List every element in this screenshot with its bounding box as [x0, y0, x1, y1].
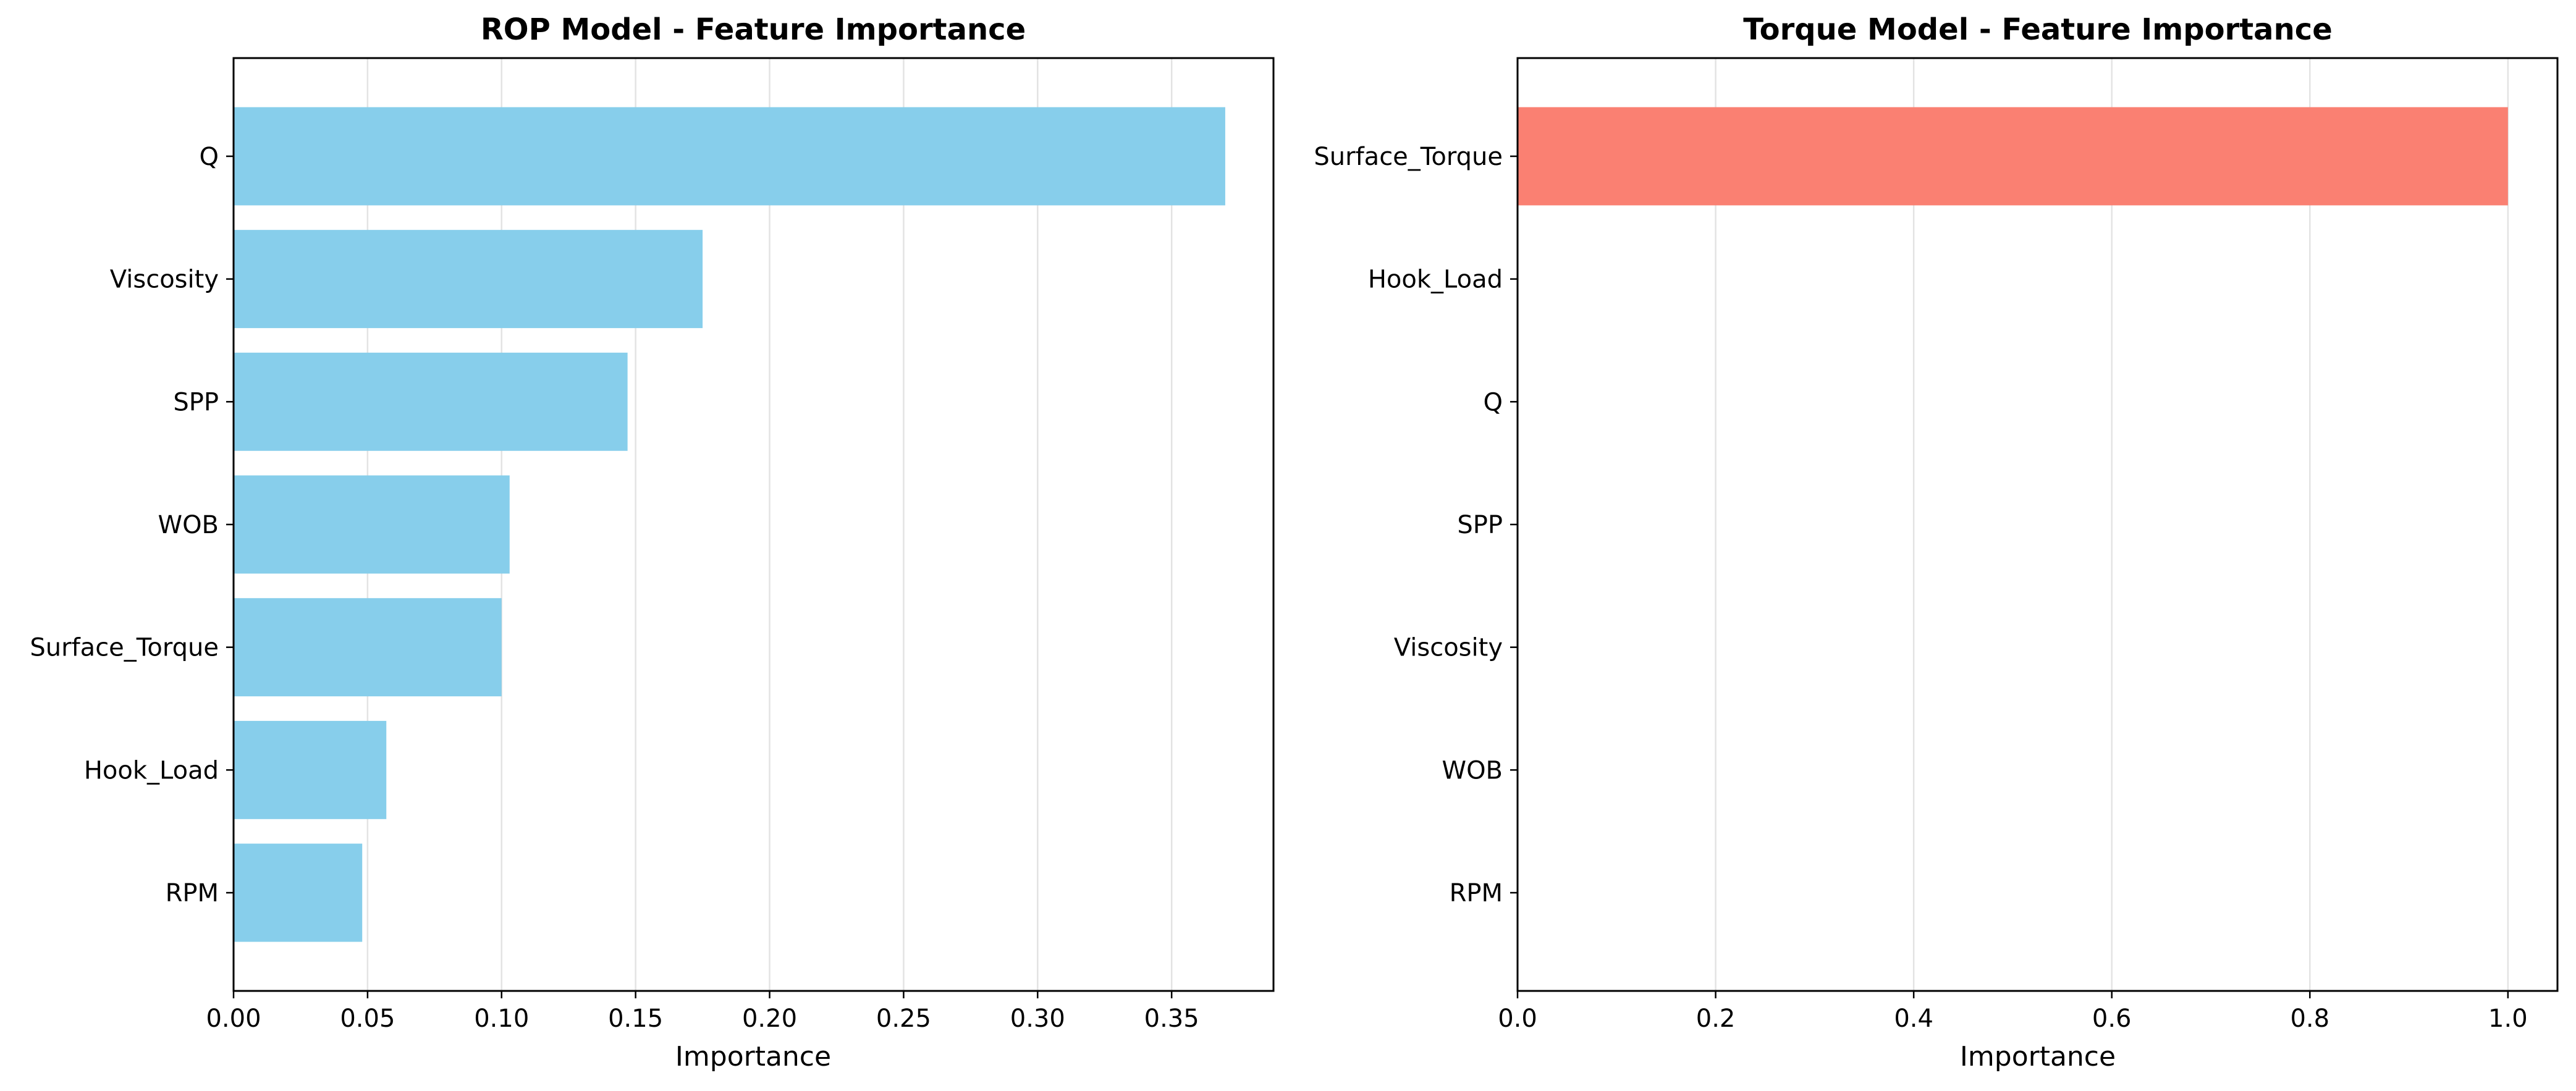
bar	[234, 843, 363, 942]
chart-title: Torque Model - Feature Importance	[1743, 12, 2333, 47]
x-tick-label: 0.8	[2290, 1005, 2329, 1033]
rop-feature-importance-chart: ROP Model - Feature Importance Importanc…	[30, 12, 1275, 1072]
x-tick-label: 0.25	[876, 1005, 931, 1033]
y-tick-label: SPP	[1457, 511, 1503, 539]
x-tick-label: 1.0	[2488, 1005, 2528, 1033]
x-tick-label: 0.30	[1010, 1005, 1065, 1033]
bar	[234, 230, 703, 329]
x-axis-label: Importance	[675, 1041, 831, 1072]
x-axis-label: Importance	[1960, 1041, 2116, 1072]
x-tick-label: 0.35	[1144, 1005, 1199, 1033]
y-tick-label: WOB	[1442, 756, 1503, 785]
bar	[234, 598, 502, 697]
bar	[234, 107, 1225, 206]
x-tick-label: 0.4	[1894, 1005, 1933, 1033]
x-tick-label: 0.0	[1498, 1005, 1537, 1033]
x-tick-label: 0.10	[474, 1005, 529, 1033]
x-tick-label: 0.05	[340, 1005, 395, 1033]
bar	[234, 475, 510, 574]
chart-title: ROP Model - Feature Importance	[481, 12, 1026, 47]
y-tick-label: Surface_Torque	[30, 634, 219, 662]
bar	[234, 352, 628, 451]
x-tick-label: 0.00	[206, 1005, 261, 1033]
y-tick-label: SPP	[173, 388, 219, 416]
y-tick-label: Hook_Load	[1368, 266, 1503, 294]
y-tick-label: RPM	[166, 879, 219, 908]
y-tick-label: Viscosity	[110, 266, 219, 294]
y-tick-label: Viscosity	[1394, 634, 1503, 662]
y-tick-label: RPM	[1450, 879, 1503, 908]
y-tick-label: Surface_Torque	[1314, 143, 1503, 171]
y-tick-label: Q	[1484, 388, 1503, 416]
bar	[234, 720, 387, 819]
x-tick-label: 0.6	[2092, 1005, 2132, 1033]
y-tick-label: Q	[200, 143, 219, 171]
torque-feature-importance-chart: Torque Model - Feature Importance Import…	[1314, 12, 2559, 1072]
bar	[1518, 107, 2508, 206]
y-tick-label: Hook_Load	[84, 756, 219, 785]
x-tick-label: 0.2	[1696, 1005, 1736, 1033]
x-tick-label: 0.15	[608, 1005, 663, 1033]
x-tick-label: 0.20	[742, 1005, 797, 1033]
y-tick-label: WOB	[158, 511, 219, 539]
